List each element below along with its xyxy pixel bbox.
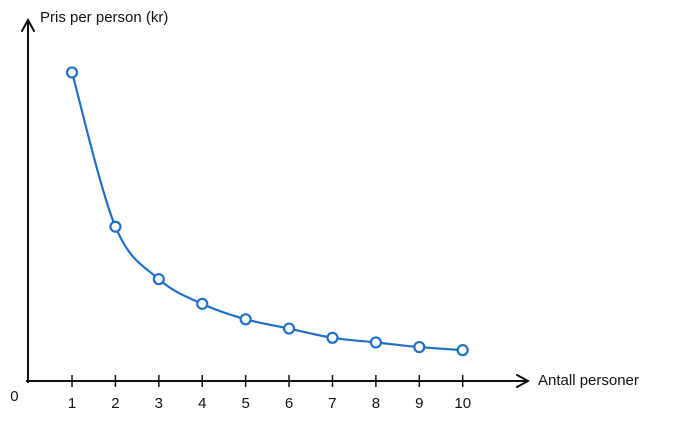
point bbox=[326, 331, 339, 344]
x-axis-label: Antall personer bbox=[538, 372, 639, 389]
point bbox=[152, 273, 165, 286]
x-tick-label: 7 bbox=[328, 395, 336, 412]
x-tick-label: 9 bbox=[415, 395, 423, 412]
x-tick-label: 8 bbox=[372, 395, 380, 412]
point bbox=[369, 336, 382, 349]
point bbox=[413, 340, 426, 354]
line bbox=[70, 71, 464, 352]
y-axis-label: Pris per person (kr) bbox=[40, 9, 168, 26]
point bbox=[456, 344, 469, 357]
x-tick-label: 6 bbox=[285, 395, 293, 412]
x-tick-label: 3 bbox=[155, 395, 163, 412]
x-tick-label: 2 bbox=[111, 395, 119, 412]
point bbox=[65, 66, 79, 79]
point bbox=[109, 220, 122, 233]
x-tick-label: 1 bbox=[68, 395, 76, 412]
point bbox=[282, 322, 296, 335]
x-tick-label: 0 bbox=[10, 388, 18, 405]
point bbox=[239, 313, 252, 326]
x-tick-label: 10 bbox=[454, 395, 471, 412]
x-tick-label: 5 bbox=[241, 395, 249, 412]
x-tick-label: 4 bbox=[198, 395, 206, 412]
point bbox=[196, 297, 209, 310]
